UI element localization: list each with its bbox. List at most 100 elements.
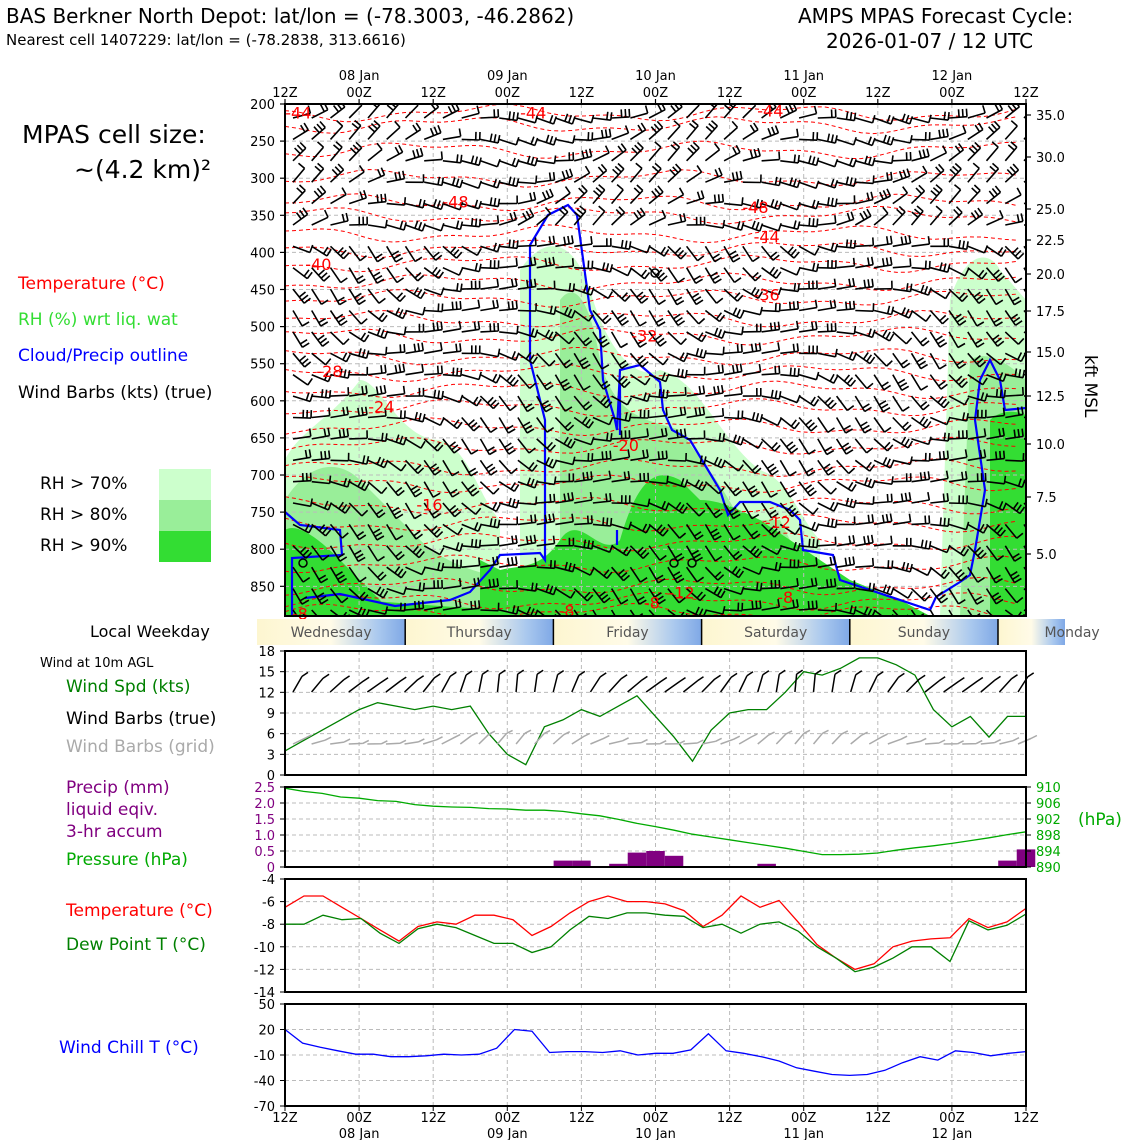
wind-barb	[386, 288, 406, 302]
wind-barb	[629, 545, 650, 559]
wind-barb	[498, 481, 520, 492]
wind-barb	[517, 477, 539, 489]
wind-barb	[892, 307, 914, 319]
wind-barb-grid	[999, 737, 1020, 745]
wind-barb	[705, 346, 725, 356]
wind-barb-true	[719, 672, 738, 693]
wind-barb	[386, 523, 404, 541]
wind-barb-grid	[720, 735, 741, 745]
wind-barb	[1004, 588, 1024, 604]
wind-barb	[592, 517, 613, 527]
wind-barb-grid	[943, 740, 964, 745]
wind-barb	[761, 438, 781, 452]
wind-barb	[517, 374, 537, 390]
wind-barb	[367, 267, 385, 284]
wind-barb-true	[794, 669, 804, 693]
rh90-swatch	[159, 531, 211, 562]
wind-barb	[779, 459, 797, 477]
wind-barb	[611, 374, 631, 389]
wind-barb	[517, 114, 539, 124]
wind-barb	[405, 287, 426, 300]
wind-barb	[367, 288, 386, 304]
wind-barb	[780, 128, 799, 141]
wind-barb	[555, 456, 576, 466]
calm-circle	[650, 268, 660, 278]
wind-barb	[574, 452, 594, 462]
wind-barb	[480, 260, 500, 270]
weekday-bar: Wednesday Thursday Friday Saturday Sunday Mon…	[257, 619, 1100, 645]
wind-barb	[292, 244, 314, 254]
wind-barb	[423, 523, 444, 538]
wind-barb	[405, 387, 425, 397]
wind-barb	[1004, 566, 1022, 584]
wind-barb	[892, 537, 912, 547]
wind-barb	[405, 582, 426, 592]
wind-barb	[517, 155, 539, 167]
wind-barb	[836, 111, 857, 122]
wind-barb	[405, 323, 425, 333]
wind-barb	[311, 523, 332, 537]
wind-barb	[854, 395, 872, 413]
wind-barb	[648, 427, 668, 440]
wind-barb	[461, 481, 480, 497]
wind-barb	[461, 538, 482, 549]
wind-barb	[930, 517, 950, 527]
wind-barb	[629, 184, 644, 205]
wind-barb	[499, 239, 519, 250]
wind-barb	[855, 175, 875, 185]
wind-barb	[798, 481, 817, 497]
wind-barb	[611, 470, 631, 483]
wind-barb	[461, 371, 482, 381]
wind-barb	[911, 471, 931, 483]
wind-barb	[948, 352, 967, 369]
wind-barb	[348, 190, 368, 205]
wind-barb	[667, 245, 687, 260]
bottom-time-tick-label: 12Z	[1013, 1111, 1039, 1126]
wind-barb	[573, 566, 595, 576]
wind-barb	[836, 516, 856, 526]
pressure-tick-label: 906	[1036, 797, 1061, 812]
weekday-name: Saturday	[744, 625, 807, 641]
cell-size-label: MPAS cell size:	[22, 120, 206, 149]
y-tick-label: 0	[267, 861, 275, 876]
wind-barb-true	[868, 671, 884, 693]
wind-barb	[742, 481, 760, 498]
wind-barb	[948, 430, 968, 440]
wind-barb	[329, 120, 344, 140]
wind-barb	[348, 606, 370, 616]
wind-barb	[835, 395, 855, 412]
wind-barb	[367, 586, 389, 599]
wind-barb	[667, 428, 687, 440]
wind-barb	[292, 122, 309, 141]
wind-barb	[779, 502, 799, 518]
wind-barb	[499, 277, 518, 290]
station-title: BAS Berkner North Depot: lat/lon = (-78.…	[6, 4, 575, 28]
wind-barb	[948, 395, 970, 406]
wind-barb	[592, 352, 610, 370]
wind-barb	[292, 162, 306, 183]
wind-barb	[930, 450, 949, 462]
calm-circle	[669, 558, 679, 568]
wind-barb-grid	[608, 737, 629, 745]
wind-barb	[986, 209, 1004, 226]
wind-barb	[555, 561, 576, 573]
wind-barb	[1005, 428, 1024, 440]
wind-barb	[536, 395, 554, 413]
wind-barb	[967, 184, 981, 205]
wind-barb	[685, 245, 705, 262]
wind-barb	[779, 245, 800, 259]
wind-barb	[817, 215, 837, 226]
wind-barb	[854, 417, 872, 434]
wind-barb	[985, 566, 1003, 584]
wind-barb	[854, 438, 874, 454]
wind-barb	[817, 242, 839, 253]
wind-barb	[761, 303, 781, 313]
bottom-time-tick-label: 00Z	[643, 1111, 669, 1126]
wind-barbs-upper	[292, 104, 1026, 616]
wind-barb	[685, 523, 704, 541]
wind-barb	[948, 566, 968, 582]
rh90-label: RH > 90%	[40, 536, 128, 556]
wind-barb	[705, 219, 726, 229]
wind-barb	[667, 120, 681, 140]
wind-barb	[573, 352, 591, 370]
